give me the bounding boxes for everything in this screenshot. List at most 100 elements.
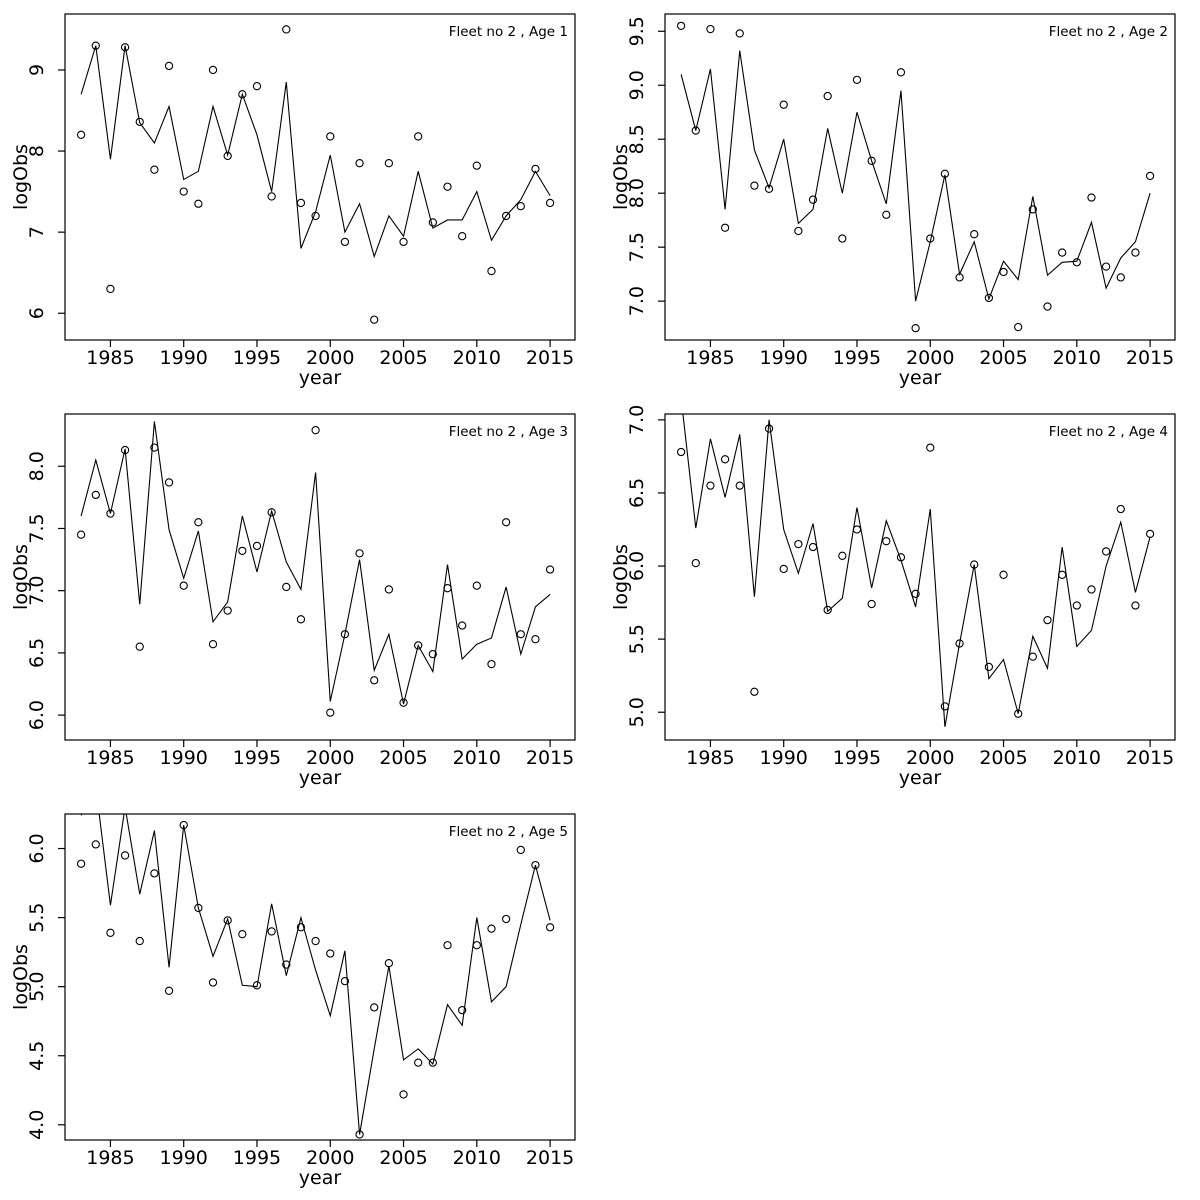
observation-point — [428, 649, 437, 659]
x-tick-label: 1985 — [686, 347, 734, 369]
panel-title: Fleet no 2 , Age 2 — [1049, 24, 1168, 40]
observation-point — [779, 564, 788, 574]
x-tick-label: 2015 — [1126, 747, 1174, 769]
x-tick-label: 2005 — [379, 1147, 427, 1169]
observation-point — [867, 156, 876, 165]
x-axis-label: year — [899, 767, 942, 789]
x-tick-label: 1985 — [86, 347, 134, 369]
observation-point — [1145, 171, 1155, 181]
chart-age-2: 1985 1990 1995 2000 2005 2010 2015 7.0 7.5 8.0 8.5… — [610, 13, 1176, 389]
observation-point — [179, 581, 188, 590]
observation-point — [1043, 302, 1052, 311]
x-tick-label: 2010 — [453, 1147, 501, 1169]
observation-point — [355, 549, 364, 558]
observation-point — [326, 132, 335, 141]
x-tick-label: 2015 — [526, 1147, 574, 1169]
observation-point — [764, 184, 774, 194]
x-tick-label: 1985 — [86, 1147, 134, 1169]
y-tick-label: 7.5 — [26, 513, 48, 543]
x-tick-label: 2015 — [526, 347, 574, 369]
observation-point — [443, 941, 452, 950]
observation-point — [326, 708, 335, 717]
observation-point — [984, 662, 994, 672]
y-tick-label: 8 — [26, 145, 48, 157]
observation-point — [179, 187, 188, 196]
x-tick-label: 1995 — [833, 747, 881, 769]
plot-box — [664, 413, 1176, 741]
observation-point — [150, 165, 159, 174]
x-tick-label: 2010 — [1053, 347, 1101, 369]
x-tick-label: 2000 — [906, 747, 954, 769]
y-tick-label: 7.0 — [626, 405, 648, 435]
observation-point — [164, 478, 174, 487]
observation-point — [282, 25, 291, 34]
observation-point — [1087, 193, 1096, 202]
observation-point — [970, 230, 979, 239]
x-axis-label: year — [299, 767, 342, 789]
observation-point — [384, 159, 394, 168]
observation-point — [472, 941, 481, 950]
observation-point — [91, 490, 100, 500]
observation-point — [896, 68, 906, 77]
observation-point — [955, 273, 964, 282]
observation-point — [311, 211, 320, 221]
chart-age-4: 1985 1990 1995 2000 2005 2010 2015 5.0 5.5 6.0 6.5… — [610, 405, 1176, 789]
observation-point — [414, 1058, 423, 1067]
observation-point — [311, 426, 320, 435]
plot-box — [664, 13, 1176, 341]
observation-point — [296, 923, 306, 932]
observation-point — [838, 234, 847, 243]
y-tick-label: 9.5 — [626, 16, 648, 46]
x-tick-label: 1985 — [686, 747, 734, 769]
panel-fleet2-age5: 1985 1990 1995 2000 2005 2010 2015 4.0 4.5 5.0 5.5… — [0, 800, 600, 1200]
x-axis-label: year — [299, 1167, 342, 1189]
panel-fleet2-age4: 1985 1990 1995 2000 2005 2010 2015 5.0 5.5 6.0 6.5… — [600, 400, 1200, 800]
observation-point — [91, 41, 100, 50]
observation-point — [267, 508, 276, 517]
y-tick-label: 7 — [26, 226, 48, 238]
y-tick-label: 9 — [26, 64, 48, 76]
observation-point — [414, 132, 423, 141]
y-axis-label: logObs — [610, 144, 632, 210]
observation-point — [252, 541, 262, 551]
x-tick-label: 2000 — [906, 347, 954, 369]
observation-point — [516, 845, 525, 855]
y-tick-label: 8.0 — [26, 451, 48, 481]
fit-line — [80, 421, 551, 705]
observation-point — [472, 581, 481, 590]
observation-point — [458, 1005, 467, 1015]
y-axis-label: logObs — [10, 144, 32, 210]
observation-point — [340, 630, 350, 639]
observation-point — [823, 605, 832, 615]
x-tick-label: 1995 — [233, 1147, 281, 1169]
observation-point — [882, 210, 891, 219]
chart-age-3: 1985 1990 1995 2000 2005 2010 2015 6.0 6.5 7.0 7.5… — [10, 413, 576, 789]
observation-point — [501, 518, 511, 527]
y-tick-label: 5.5 — [26, 902, 48, 932]
observation-point — [808, 542, 818, 552]
y-tick-label: 6.0 — [26, 700, 48, 730]
observation-point — [223, 916, 232, 925]
observation-point — [750, 687, 759, 696]
y-tick-label: 5.5 — [626, 624, 648, 654]
observation-point — [150, 443, 159, 452]
y-tick-label: 7.0 — [26, 576, 48, 606]
observation-point — [252, 82, 262, 91]
y-tick-label: 8.5 — [626, 124, 648, 154]
observation-point — [838, 551, 847, 560]
observation-point — [164, 61, 174, 71]
panel-fleet2-age1: 1985 1990 1995 2000 2005 2010 2015 6 7 8 9 year logO… — [0, 0, 600, 400]
observation-point — [487, 659, 496, 669]
observation-point — [1131, 248, 1140, 257]
observation-point — [720, 223, 730, 232]
observation-point — [370, 1003, 379, 1012]
y-tick-label: 6.0 — [26, 833, 48, 863]
observation-point — [955, 639, 964, 648]
observation-point — [779, 100, 788, 109]
y-axis-label: logObs — [610, 544, 632, 610]
panel-title: Fleet no 2 , Age 1 — [449, 24, 568, 40]
observation-point — [296, 615, 306, 624]
observation-point — [750, 181, 759, 190]
observation-point — [720, 455, 730, 464]
